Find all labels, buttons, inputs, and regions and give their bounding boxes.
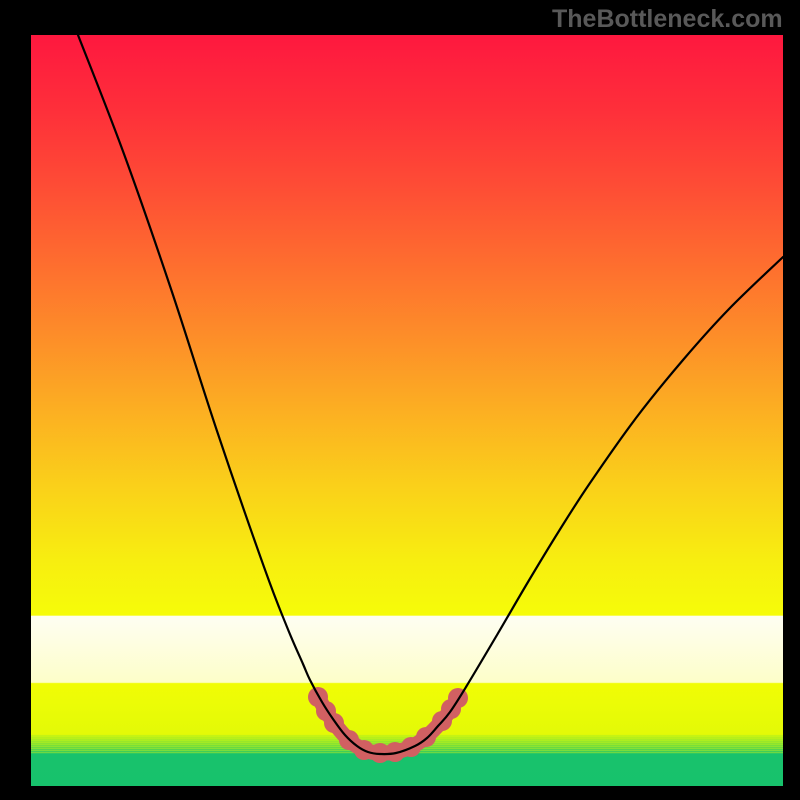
bottleneck-chart [0,0,800,800]
gradient-background [31,35,783,786]
watermark-text: TheBottleneck.com [552,5,783,34]
